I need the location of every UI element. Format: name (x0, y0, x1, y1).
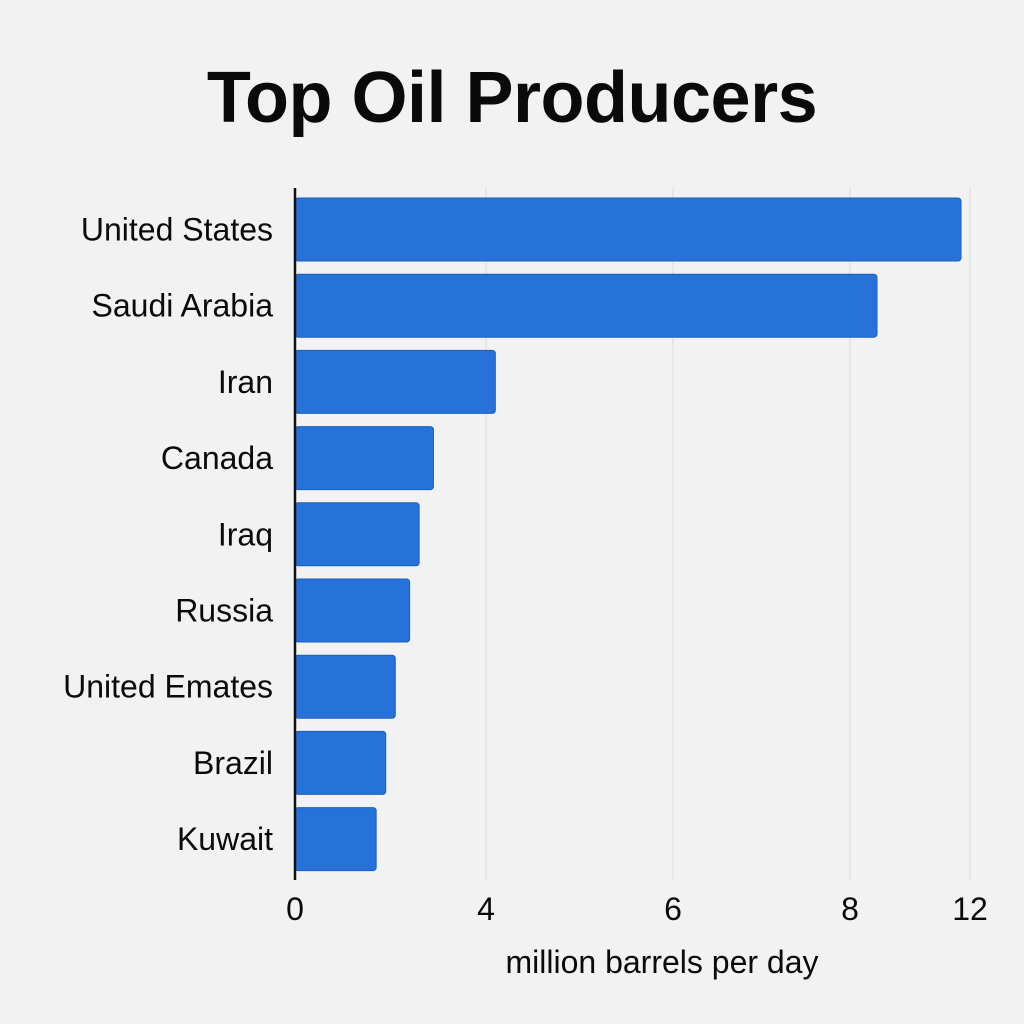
x-tick-labels: 0 4 6 8 12 (286, 891, 988, 927)
category-label: Canada (161, 440, 273, 476)
bar (294, 502, 420, 567)
bar (294, 273, 878, 338)
category-label: Kuwait (177, 821, 273, 857)
bar (294, 730, 387, 795)
x-tick-label: 8 (841, 891, 859, 927)
category-label: Saudi Arabia (92, 288, 274, 324)
x-tick-label: 4 (477, 891, 495, 927)
category-labels: United States Saudi Arabia Iran Canada Iraq R… (63, 212, 273, 858)
category-label: Russia (175, 593, 273, 629)
x-tick-label: 6 (664, 891, 682, 927)
category-label: Iran (218, 364, 273, 400)
bar (294, 807, 377, 872)
x-tick-label: 0 (286, 891, 304, 927)
bar (294, 197, 962, 262)
category-label: Brazil (193, 745, 273, 781)
bar (294, 349, 496, 414)
bar (294, 426, 434, 491)
x-tick-label: 12 (952, 891, 988, 927)
x-axis-title: million barrels per day (505, 944, 818, 980)
bar (294, 654, 396, 719)
bar (294, 578, 411, 643)
category-label: United Emates (63, 669, 273, 705)
bars (294, 197, 962, 872)
chart-title: Top Oil Producers (206, 58, 818, 138)
category-label: Iraq (218, 516, 273, 552)
category-label: United States (81, 212, 273, 248)
